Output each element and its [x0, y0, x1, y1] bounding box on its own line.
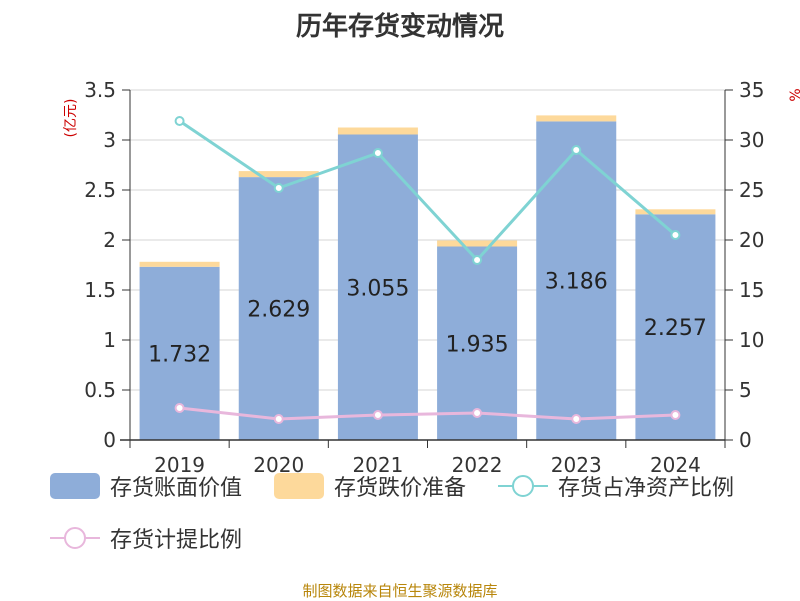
bar-impairment: [238, 171, 319, 178]
line-net-asset-ratio: [178, 119, 677, 263]
y-right-tick-label: 5: [739, 378, 752, 402]
y-right-tick-label: 30: [739, 128, 764, 152]
y-right-tick-label: 25: [739, 178, 764, 202]
bar-data-label: 3.186: [545, 270, 608, 295]
x-tick-label: 2019: [154, 453, 205, 477]
x-tick-label: 2022: [452, 453, 503, 477]
point-net-asset-ratio: [472, 255, 483, 265]
bar-data-label: 1.732: [148, 342, 211, 367]
y-left-tick-label: 3.5: [84, 78, 116, 102]
line-provision-ratio: [179, 406, 676, 421]
chart-title: 历年存货变动情况: [295, 12, 504, 42]
bar-book-value: [238, 177, 319, 440]
y-right-tick-label: 20: [739, 228, 764, 252]
legend-swatch-provision-ratio: [50, 525, 100, 551]
y-left-tick-label: 2: [103, 228, 116, 252]
legend-item-provision-ratio[interactable]: 存货计提比例: [50, 522, 242, 554]
point-net-asset-ratio: [273, 183, 284, 193]
y-left-tick-label: 1: [103, 328, 116, 352]
legend-item-book-value[interactable]: 存货账面价值: [50, 470, 242, 502]
point-net-asset-ratio: [571, 145, 582, 155]
y-right-unit: %: [788, 88, 800, 101]
y-right-tick-label: 15: [739, 278, 764, 302]
bar-book-value: [437, 246, 518, 440]
y-left-unit: (亿元): [63, 99, 79, 138]
legend-item-net-asset-ratio[interactable]: 存货占净资产比例: [498, 470, 734, 502]
bar-data-label: 3.055: [346, 276, 409, 301]
bar-impairment: [635, 209, 716, 215]
y-right-tick-label: 10: [739, 328, 764, 352]
point-provision-ratio: [571, 414, 582, 424]
point-net-asset-ratio: [372, 148, 383, 158]
legend-swatch-net-asset-ratio: [498, 473, 548, 499]
point-provision-ratio: [273, 414, 284, 424]
bar-data-label: 1.935: [446, 332, 509, 357]
bar-data-label: 2.629: [247, 298, 310, 323]
y-left-tick-label: 0: [103, 428, 116, 452]
x-tick-label: 2024: [650, 453, 701, 477]
y-left-tick-label: 1.5: [84, 278, 116, 302]
legend-label-net-asset-ratio: 存货占净资产比例: [558, 476, 735, 501]
y-left-tick-label: 0.5: [84, 378, 116, 402]
bar-book-value: [337, 134, 418, 440]
legend-swatch-book-value: [50, 473, 100, 499]
bar-impairment: [337, 127, 418, 135]
x-tick-label: 2021: [352, 453, 403, 477]
bar-impairment: [437, 240, 518, 247]
y-right-tick-label: 35: [739, 78, 764, 102]
point-provision-ratio: [174, 403, 185, 413]
x-tick-label: 2023: [551, 453, 602, 477]
legend-swatch-impairment: [274, 473, 324, 499]
point-net-asset-ratio: [670, 230, 681, 240]
bar-book-value: [635, 214, 716, 440]
y-left-tick-label: 2.5: [84, 178, 116, 202]
point-provision-ratio: [372, 410, 383, 420]
legend-label-impairment: 存货跌价准备: [334, 476, 467, 501]
legend-label-provision-ratio: 存货计提比例: [110, 528, 243, 553]
legend-label-book-value: 存货账面价值: [110, 476, 243, 501]
bar-impairment: [139, 261, 220, 267]
point-provision-ratio: [472, 408, 483, 418]
y-right-tick-label: 0: [739, 428, 752, 452]
y-left-tick-label: 3: [103, 128, 116, 152]
bar-data-label: 2.257: [644, 316, 707, 341]
point-provision-ratio: [670, 410, 681, 420]
point-net-asset-ratio: [174, 116, 185, 126]
data-source: 制图数据来自恒生聚源数据库: [302, 582, 498, 600]
legend-item-impairment[interactable]: 存货跌价准备: [274, 470, 466, 502]
bar-impairment: [536, 115, 617, 122]
